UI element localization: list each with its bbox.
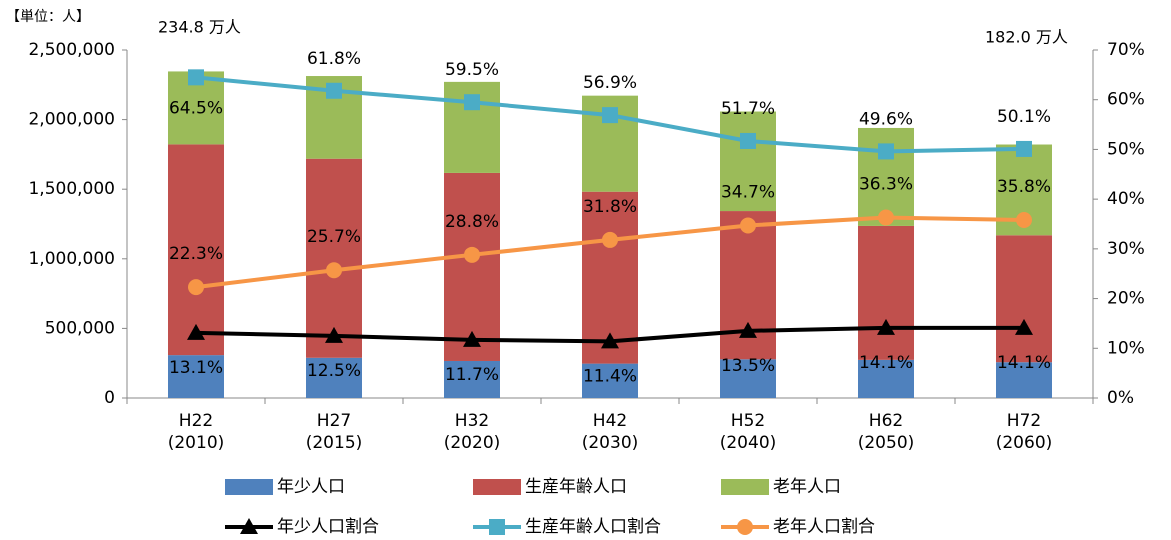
y-tick-label: 0 [104, 388, 115, 408]
data-label: 49.6% [859, 109, 913, 129]
bar-segment [996, 362, 1052, 398]
line-marker [187, 323, 205, 340]
legend-label: 生産年齢人口 [525, 477, 627, 497]
bar-segment [168, 355, 224, 398]
x-tick-label: H22 (2010) [167, 411, 225, 453]
data-label: 50.1% [997, 107, 1051, 127]
y-tick-label: 2,000,000 [28, 110, 115, 130]
line-marker [1015, 318, 1033, 335]
x-tick-label: H32 (2020) [443, 411, 501, 453]
data-label: 59.5% [445, 60, 499, 80]
line-marker [326, 82, 342, 99]
line-marker [188, 279, 204, 296]
line-marker [737, 519, 753, 535]
line-marker [601, 332, 619, 349]
data-label: 56.9% [583, 73, 637, 93]
legend-label: 老年人口割合 [773, 517, 875, 537]
line-marker [740, 132, 756, 149]
data-label: 13.5% [721, 356, 775, 376]
data-label: 25.7% [307, 227, 361, 247]
y-tick-label: 1,000,000 [28, 249, 115, 269]
y2-tick-label: 0% [1107, 388, 1134, 408]
line-marker [489, 519, 505, 535]
legend-label: 老年人口 [773, 477, 841, 497]
data-label: 64.5% [169, 98, 223, 118]
line-marker [739, 321, 757, 338]
total-start: 234.8 万人 [158, 18, 241, 37]
line-marker [464, 94, 480, 111]
line-marker [1016, 212, 1032, 229]
x-tick-label: H27 (2015) [305, 411, 363, 453]
total-end: 182.0 万人 [985, 28, 1068, 47]
bar-segment [720, 359, 776, 398]
bar-segment [858, 225, 914, 360]
x-tick-label: H72 (2060) [995, 411, 1053, 453]
y-tick-label: 1,500,000 [28, 179, 115, 199]
line-marker [602, 231, 618, 248]
y2-tick-label: 50% [1107, 139, 1145, 159]
y2-tick-label: 10% [1107, 338, 1145, 358]
line-marker [188, 69, 204, 86]
bar-segment [444, 360, 500, 398]
line-marker [878, 143, 894, 160]
line-marker [325, 326, 343, 343]
x-tick-label: H42 (2030) [581, 411, 639, 453]
y-tick-label: 500,000 [45, 318, 115, 338]
bar-segment [306, 357, 362, 398]
line-marker [240, 518, 258, 534]
line-marker [464, 246, 480, 263]
y2-tick-label: 20% [1107, 289, 1145, 309]
y2-tick-label: 60% [1107, 90, 1145, 110]
legend-label: 年少人口割合 [277, 517, 379, 537]
data-label: 11.7% [445, 365, 499, 385]
data-label: 14.1% [997, 353, 1051, 373]
y2-tick-label: 30% [1107, 239, 1145, 259]
line-marker [877, 318, 895, 335]
legend-swatch [473, 479, 521, 495]
bar-segment [720, 111, 776, 212]
bar-segment [444, 172, 500, 361]
data-label: 22.3% [169, 244, 223, 264]
data-label: 35.8% [997, 177, 1051, 197]
bar-segment [306, 158, 362, 358]
x-tick-label: H52 (2040) [719, 411, 777, 453]
legend-swatch [225, 479, 273, 495]
x-tick-label: H62 (2050) [857, 411, 915, 453]
bar-segment [858, 359, 914, 398]
legend-label: 年少人口 [277, 477, 345, 497]
data-label: 34.7% [721, 182, 775, 202]
bar-segment [582, 363, 638, 398]
data-label: 28.8% [445, 212, 499, 232]
y-tick-label: 2,500,000 [28, 40, 115, 60]
line-marker [463, 330, 481, 347]
data-label: 61.8% [307, 49, 361, 69]
unit-note: 【単位：人】 [6, 9, 90, 25]
line-marker [878, 209, 894, 226]
data-label: 14.1% [859, 353, 913, 373]
legend-swatch [721, 479, 769, 495]
bar-segment [168, 144, 224, 356]
bar-segment [996, 235, 1052, 363]
line-marker [1016, 140, 1032, 157]
y2-tick-label: 70% [1107, 40, 1145, 60]
line-marker [740, 217, 756, 234]
data-label: 51.7% [721, 99, 775, 119]
data-label: 11.4% [583, 366, 637, 386]
legend-label: 生産年齢人口割合 [525, 517, 661, 537]
line-marker [326, 262, 342, 279]
data-label: 36.3% [859, 175, 913, 195]
data-label: 12.5% [307, 361, 361, 381]
data-label: 31.8% [583, 197, 637, 217]
data-label: 13.1% [169, 358, 223, 378]
line-marker [602, 107, 618, 124]
y2-tick-label: 40% [1107, 189, 1145, 209]
